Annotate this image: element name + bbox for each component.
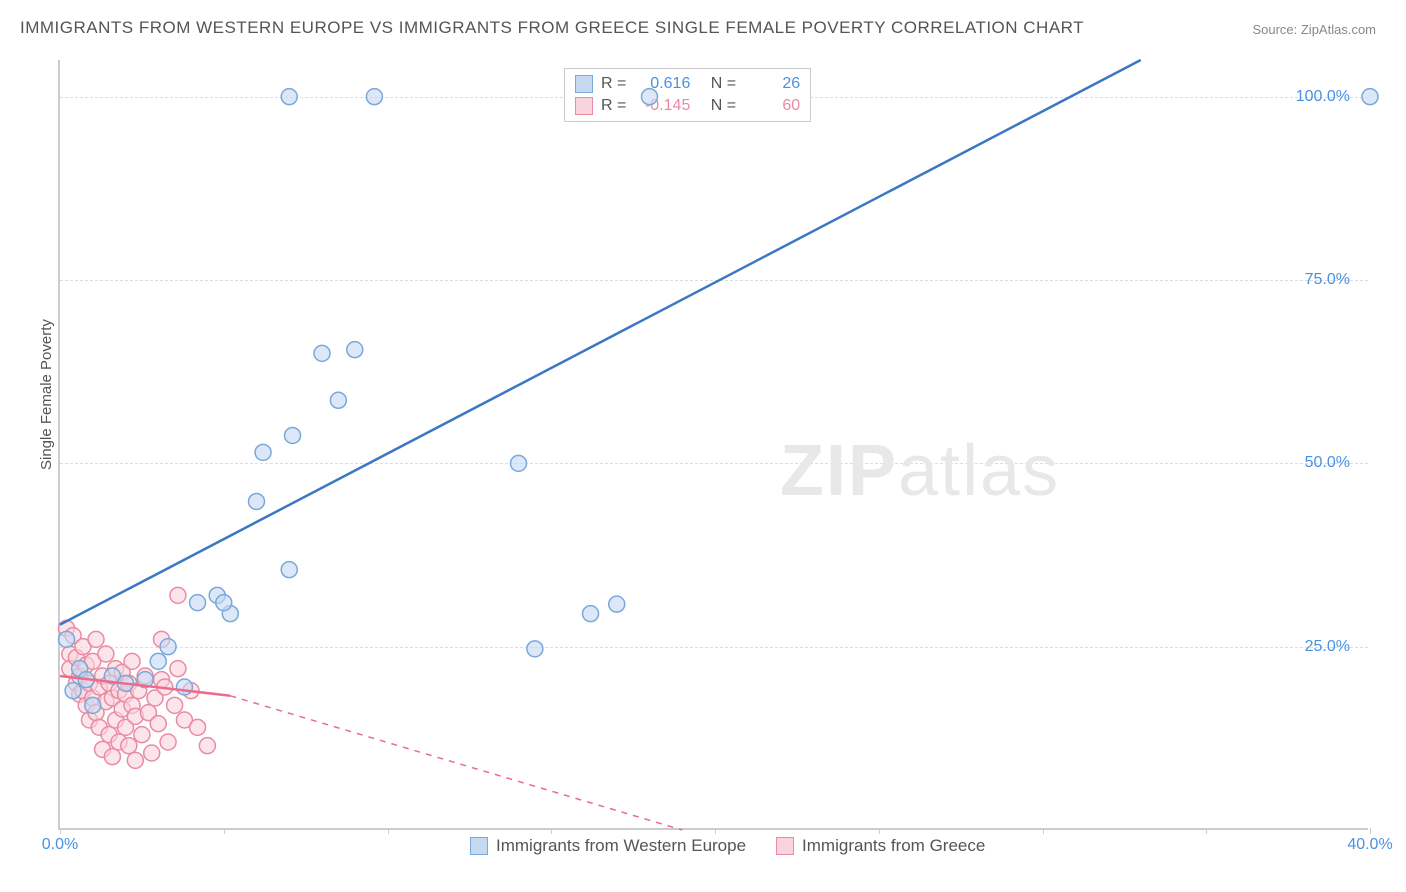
data-point (199, 738, 215, 754)
data-point (150, 653, 166, 669)
data-point (366, 89, 382, 105)
chart-title: IMMIGRANTS FROM WESTERN EUROPE VS IMMIGR… (20, 18, 1084, 38)
x-tick (60, 828, 61, 834)
data-point (281, 562, 297, 578)
regression-line (230, 696, 682, 830)
chart-container: Single Female Poverty ZIPatlas R = 0.616… (48, 50, 1378, 840)
legend-label-pink: Immigrants from Greece (802, 836, 985, 856)
x-tick (879, 828, 880, 834)
data-point (121, 738, 137, 754)
data-point (1362, 89, 1378, 105)
data-point (190, 719, 206, 735)
x-tick (388, 828, 389, 834)
data-point (314, 345, 330, 361)
y-tick-label: 25.0% (1305, 638, 1350, 656)
y-tick-label: 50.0% (1305, 454, 1350, 472)
data-point (190, 595, 206, 611)
data-point (104, 749, 120, 765)
y-tick-label: 100.0% (1296, 88, 1350, 106)
data-point (160, 734, 176, 750)
data-point (285, 427, 301, 443)
swatch-blue-bottom (470, 837, 488, 855)
data-point (527, 641, 543, 657)
data-point (609, 596, 625, 612)
data-point (134, 727, 150, 743)
data-point (330, 392, 346, 408)
data-point (88, 631, 104, 647)
data-point (583, 606, 599, 622)
data-point (170, 587, 186, 603)
y-tick-label: 75.0% (1305, 271, 1350, 289)
data-point (167, 697, 183, 713)
x-tick-label: 0.0% (42, 836, 78, 854)
x-tick-label: 40.0% (1347, 836, 1392, 854)
legend-item-blue: Immigrants from Western Europe (470, 836, 746, 856)
source-attribution: Source: ZipAtlas.com (1252, 22, 1376, 37)
regression-line (60, 60, 1141, 625)
data-point (160, 639, 176, 655)
data-point (98, 646, 114, 662)
x-tick (224, 828, 225, 834)
data-point (216, 595, 232, 611)
data-point (176, 679, 192, 695)
data-point (65, 683, 81, 699)
data-point (127, 752, 143, 768)
data-point (511, 455, 527, 471)
plot-area: ZIPatlas R = 0.616 N = 26 R = -0.145 N =… (58, 60, 1368, 830)
data-point (85, 697, 101, 713)
x-tick (1206, 828, 1207, 834)
data-point (255, 444, 271, 460)
scatter-plot-svg (60, 60, 1368, 828)
y-axis-label: Single Female Poverty (38, 319, 55, 470)
x-tick (1043, 828, 1044, 834)
data-point (150, 716, 166, 732)
data-point (347, 342, 363, 358)
data-point (281, 89, 297, 105)
data-point (124, 653, 140, 669)
data-point (170, 661, 186, 677)
data-point (642, 89, 658, 105)
data-point (59, 631, 75, 647)
x-tick (551, 828, 552, 834)
legend-label-blue: Immigrants from Western Europe (496, 836, 746, 856)
legend-item-pink: Immigrants from Greece (776, 836, 985, 856)
data-point (249, 493, 265, 509)
swatch-pink-bottom (776, 837, 794, 855)
x-tick (1370, 828, 1371, 834)
bottom-legend: Immigrants from Western Europe Immigrant… (470, 836, 985, 856)
data-point (144, 745, 160, 761)
x-tick (715, 828, 716, 834)
